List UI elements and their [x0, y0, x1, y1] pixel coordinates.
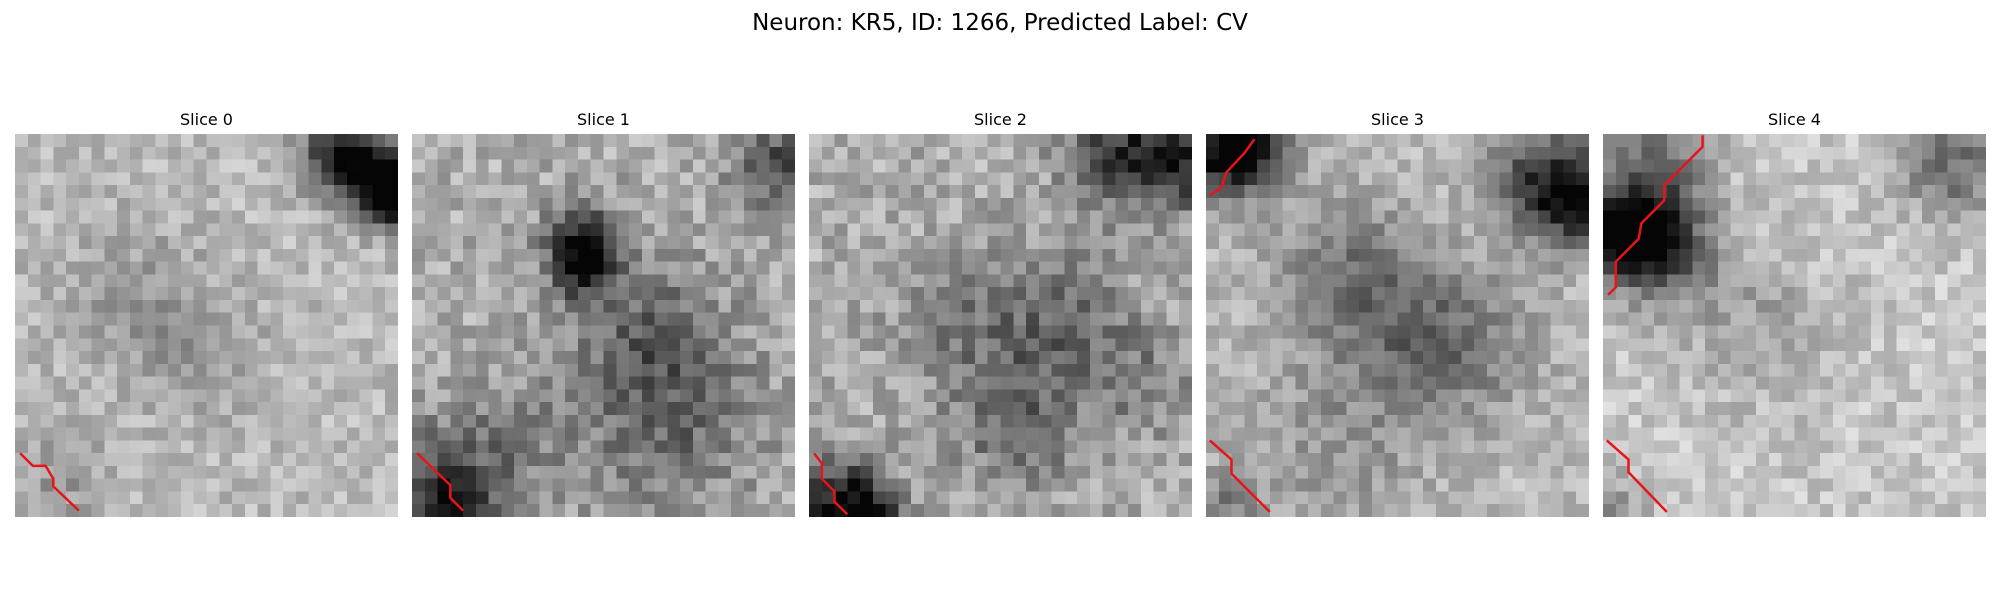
- slice-title-3: Slice 3: [1371, 110, 1424, 129]
- slice-image-0: [15, 134, 398, 517]
- contour-line-0: [19, 452, 80, 512]
- contour-line-0: [813, 452, 849, 516]
- slice-title-4: Slice 4: [1768, 110, 1821, 129]
- slice-image-2: [809, 134, 1192, 517]
- pixel-grid: [1603, 134, 1986, 517]
- contour-line-1: [1605, 439, 1668, 513]
- contour-line-1: [1208, 439, 1271, 513]
- slice-image-4: [1603, 134, 1986, 517]
- pixel-grid: [412, 134, 795, 517]
- slice-title-2: Slice 2: [974, 110, 1027, 129]
- pixel-grid: [809, 134, 1192, 517]
- pixel-grid: [1206, 134, 1589, 517]
- contour-line-0: [1607, 135, 1704, 296]
- slice-title-1: Slice 1: [577, 110, 630, 129]
- figure-title: Neuron: KR5, ID: 1266, Predicted Label: …: [752, 10, 1248, 36]
- slice-image-3: [1206, 134, 1589, 517]
- slice-image-1: [412, 134, 795, 517]
- contour-line-0: [416, 452, 464, 512]
- slice-title-0: Slice 0: [180, 110, 233, 129]
- contour-line-0: [1209, 138, 1256, 197]
- pixel-grid: [15, 134, 398, 517]
